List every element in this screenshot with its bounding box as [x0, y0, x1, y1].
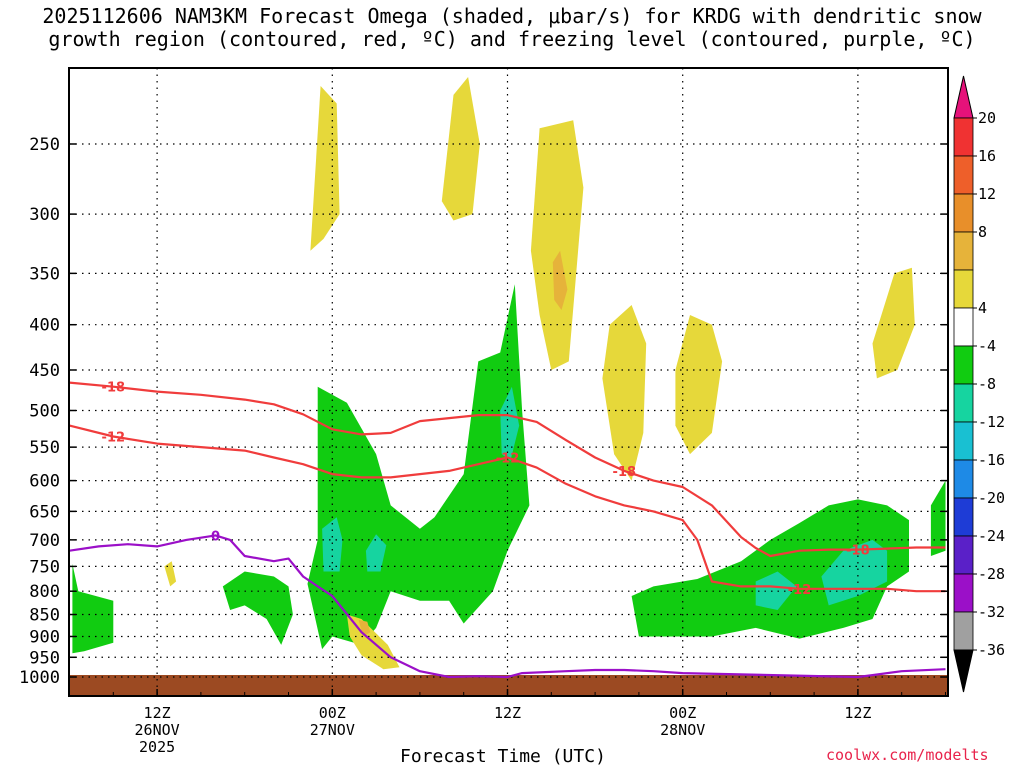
colorbar-label-2: 12	[978, 185, 996, 203]
x-tick-label-18-0: 00Z	[319, 704, 346, 722]
omega-region-13	[602, 305, 647, 481]
colorbar-bin-8	[953, 383, 974, 423]
contour-label-0-1: -18	[613, 465, 637, 480]
colorbar-bin-3	[953, 193, 974, 233]
ground-rect	[69, 675, 948, 696]
y-tick-label-600: 600	[29, 472, 60, 492]
colorbar-label-13: -36	[978, 641, 1005, 659]
colorbar-bin-1	[953, 117, 974, 157]
contour-label-0-2: -18	[846, 544, 870, 559]
y-axis-ticks: 2503003504004505005506006507007508008509…	[19, 135, 948, 688]
omega-region-10	[310, 86, 340, 251]
omega-region-8	[755, 571, 797, 610]
omega-region-1	[222, 571, 293, 645]
omega-shading	[72, 77, 946, 670]
x-tick-label-30-0: 12Z	[494, 704, 521, 722]
plot-border	[68, 67, 949, 697]
ground-layer	[69, 675, 948, 696]
colorbar-label-5: -4	[978, 337, 996, 355]
y-tick-label-250: 250	[29, 135, 60, 155]
colorbar-label-6: -8	[978, 375, 996, 393]
contour-label-0-0: -18	[102, 381, 126, 396]
colorbar-bin-7	[953, 345, 974, 385]
x-tick-label-18-1: 27NOV	[310, 721, 355, 739]
y-tick-label-850: 850	[29, 606, 60, 626]
omega-region-14	[675, 315, 723, 455]
y-tick-label-700: 700	[29, 531, 60, 551]
omega-region-18	[552, 250, 568, 310]
colorbar-arrow-down	[953, 649, 974, 693]
y-tick-label-400: 400	[29, 316, 60, 336]
colorbar-label-0: 20	[978, 109, 996, 127]
y-tick-label-900: 900	[29, 627, 60, 647]
omega-region-19	[358, 619, 371, 637]
y-tick-label-950: 950	[29, 648, 60, 668]
colorbar-label-1: 16	[978, 147, 996, 165]
omega-region-17	[164, 561, 177, 587]
y-tick-label-650: 650	[29, 502, 60, 522]
contour-label-1-0: -12	[102, 431, 126, 446]
y-tick-label-750: 750	[29, 557, 60, 577]
contour-line-1	[69, 424, 946, 593]
x-tick-label-6-1: 26NOV	[135, 721, 180, 739]
grid-lines	[69, 68, 948, 696]
colorbar-bin-12	[953, 535, 974, 575]
omega-region-15	[872, 267, 915, 379]
colorbar-label-10: -24	[978, 527, 1005, 545]
colorbar-bin-4	[953, 231, 974, 271]
colorbar-bin-2	[953, 155, 974, 195]
colorbar-label-3: 8	[978, 223, 987, 241]
x-tick-label-54-0: 12Z	[844, 704, 871, 722]
x-axis-label: Forecast Time (UTC)	[400, 746, 606, 767]
colorbar: 20 16 12 8 4 -4 -8 -12 -16 -20 -24 -28 -32 -36	[953, 75, 1005, 693]
omega-region-3	[631, 499, 909, 639]
y-tick-label-500: 500	[29, 402, 60, 422]
omega-region-12	[530, 120, 584, 370]
colorbar-bin-10	[953, 459, 974, 499]
colorbar-label-9: -20	[978, 489, 1005, 507]
omega-region-5	[322, 517, 343, 572]
colorbar-label-12: -32	[978, 603, 1005, 621]
omega-region-6	[365, 534, 387, 572]
colorbar-label-11: -28	[978, 565, 1005, 583]
colorbar-arrow-up	[953, 75, 974, 119]
y-tick-label-550: 550	[29, 438, 60, 458]
y-tick-label-300: 300	[29, 205, 60, 225]
colorbar-bin-9	[953, 421, 974, 461]
x-tick-label-42-1: 28NOV	[660, 721, 705, 739]
x-tick-label-42-0: 00Z	[669, 704, 696, 722]
contour-label-1-2: -12	[788, 583, 812, 598]
colorbar-bin-5	[953, 269, 974, 309]
omega-region-11	[441, 77, 480, 221]
colorbar-label-4: 4	[978, 299, 987, 317]
colorbar-bin-14	[953, 611, 974, 651]
temperature-contours: -18 -18 -18 -12 -12 -12 0	[69, 381, 946, 679]
omega-region-4	[930, 480, 946, 556]
y-tick-label-350: 350	[29, 264, 60, 284]
x-tick-label-6-0: 12Z	[144, 704, 171, 722]
plot-frame	[68, 67, 949, 697]
y-tick-label-800: 800	[29, 582, 60, 602]
omega-region-7	[500, 386, 520, 461]
omega-region-2	[72, 563, 114, 654]
colorbar-bin-11	[953, 497, 974, 537]
contour-line-2	[69, 534, 946, 679]
omega-region-0	[307, 284, 530, 650]
x-tick-label-6-2: 2025	[139, 738, 175, 756]
contour-label-2-0: 0	[211, 529, 220, 544]
y-tick-label-450: 450	[29, 361, 60, 381]
contour-line-0	[69, 381, 946, 558]
colorbar-bin-13	[953, 573, 974, 613]
chart-title-line1: 2025112606 NAM3KM Forecast Omega (shaded…	[42, 4, 982, 28]
credit-link[interactable]: coolwx.com/modelts	[826, 746, 989, 764]
colorbar-label-7: -12	[978, 413, 1005, 431]
chart-title-line2: growth region (contoured, red, ºC) and f…	[48, 27, 976, 51]
colorbar-label-8: -16	[978, 451, 1005, 469]
contour-label-1-1: -12	[496, 451, 520, 466]
y-tick-label-1000: 1000	[19, 668, 60, 688]
colorbar-bin-6	[953, 307, 974, 347]
